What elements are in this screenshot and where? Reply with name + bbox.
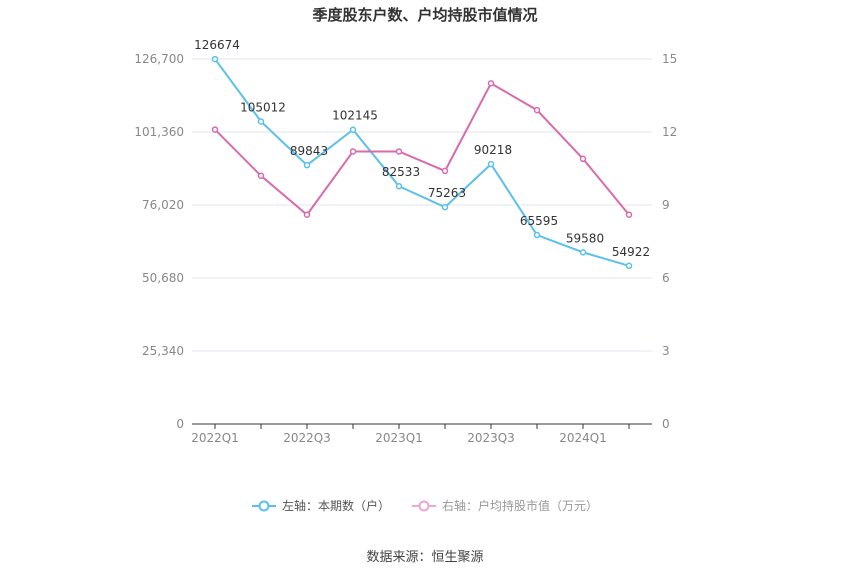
data-point-left (579, 249, 587, 256)
legend-item-left[interactable]: 左轴：本期数（户） (251, 497, 390, 514)
y-left-tick-label: 76,020 (142, 198, 184, 212)
data-point-right (487, 80, 495, 87)
data-label-left: 90218 (474, 143, 512, 157)
x-tick-label: 2022Q3 (283, 431, 331, 445)
data-point-left (257, 118, 265, 125)
y-right-tick-label: 15 (662, 52, 677, 66)
data-point-right (257, 172, 265, 180)
y-right-tick-label: 0 (662, 417, 670, 431)
x-tick-label: 2023Q1 (375, 431, 423, 445)
data-point-left (303, 161, 311, 169)
y-left-tick-label: 0 (176, 417, 184, 431)
data-point-right (395, 148, 403, 155)
data-label-left: 54922 (612, 245, 650, 259)
data-point-left (441, 203, 449, 211)
y-right-tick-label: 9 (662, 198, 670, 212)
y-right-tick-label: 3 (662, 344, 670, 358)
y-right-tick-label: 6 (662, 271, 670, 285)
legend-marker-left (251, 500, 276, 511)
data-point-left (533, 231, 541, 239)
data-label-left: 75263 (428, 186, 466, 200)
data-source: 数据来源：恒生聚源 (366, 550, 484, 565)
data-label-left: 82533 (382, 165, 420, 179)
legend-label-left: 左轴：本期数（户） (281, 499, 390, 513)
data-point-left (211, 55, 219, 63)
data-point-left (487, 160, 495, 168)
data-point-right (533, 106, 541, 114)
data-label-left: 65595 (520, 214, 558, 228)
legend-label-right: 右轴：户均持股市值（万元） (442, 499, 599, 513)
y-left-tick-label: 50,680 (142, 271, 184, 285)
y-left-tick-label: 101,360 (134, 125, 184, 139)
data-point-right (625, 211, 633, 218)
series-line-left (214, 58, 630, 267)
x-tick-label: 2024Q1 (559, 431, 607, 445)
data-point-left (625, 262, 633, 270)
data-point-right (303, 211, 311, 218)
data-label-left: 105012 (240, 100, 286, 114)
x-tick-label: 2023Q3 (467, 431, 515, 445)
data-label-left: 102145 (332, 109, 378, 123)
y-left-tick-label: 126,700 (134, 52, 184, 66)
y-left-tick-label: 25,340 (142, 344, 184, 358)
data-label-left: 89843 (290, 144, 328, 158)
data-label-left: 126674 (194, 38, 240, 52)
legend-item-right[interactable]: 右轴：户均持股市值（万元） (412, 497, 598, 514)
chart-title: 季度股东户数、户均持股市值情况 (312, 6, 538, 24)
legend-marker-right (412, 500, 436, 511)
data-point-right (211, 126, 219, 133)
data-label-left: 59580 (566, 231, 604, 245)
legend: 左轴：本期数（户） 右轴：户均持股市值（万元） (0, 497, 850, 514)
series-line-right (214, 81, 630, 217)
data-point-right (349, 148, 357, 155)
x-tick-label: 2022Q1 (191, 431, 239, 445)
data-point-left (395, 182, 403, 190)
data-point-right (579, 155, 587, 163)
y-right-tick-label: 12 (662, 125, 677, 139)
data-point-right (441, 167, 449, 175)
data-point-left (349, 126, 357, 133)
